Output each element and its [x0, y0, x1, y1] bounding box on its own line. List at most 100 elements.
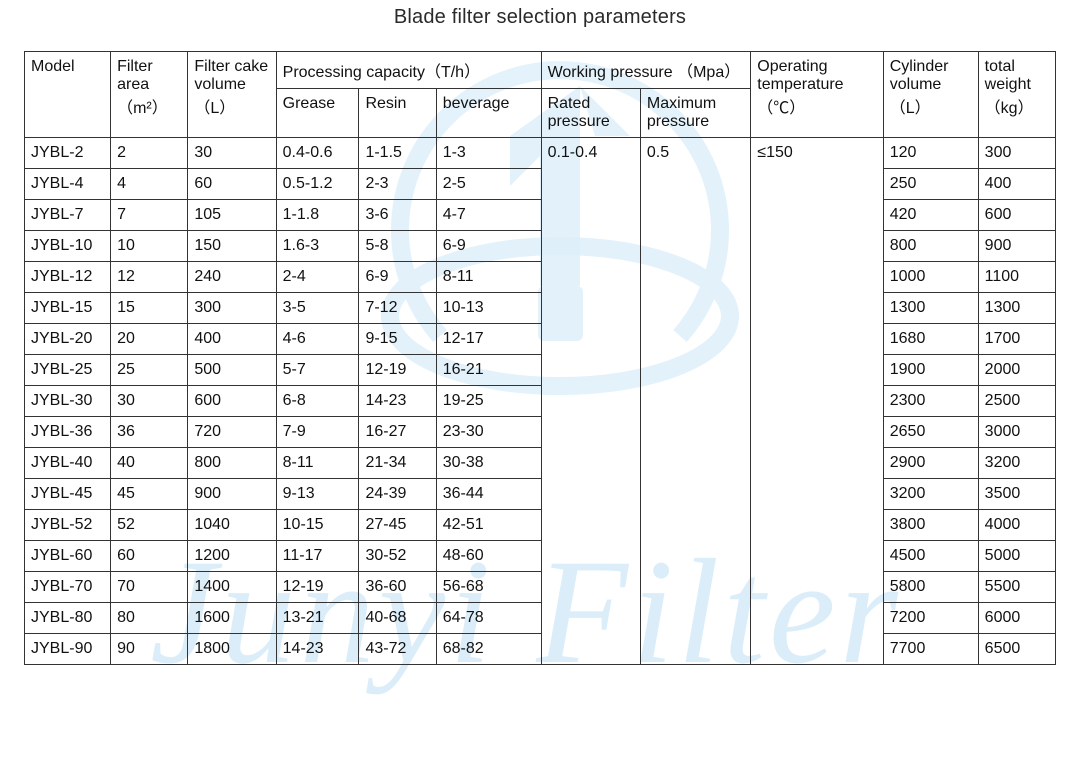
cell-resin: 40-68 — [359, 603, 436, 634]
cell-cylinder: 2300 — [883, 386, 978, 417]
cell-resin: 7-12 — [359, 293, 436, 324]
table-row: JYBL-6060120011-1730-5248-6045005000 — [25, 541, 1056, 572]
cell-resin: 43-72 — [359, 634, 436, 665]
cell-grease: 0.4-0.6 — [276, 138, 359, 169]
cell-model: JYBL-80 — [25, 603, 111, 634]
cell-weight: 2000 — [978, 355, 1055, 386]
cell-cake: 600 — [188, 386, 276, 417]
cell-grease: 6-8 — [276, 386, 359, 417]
cell-temperature: ≤150 — [751, 138, 883, 665]
cell-area: 30 — [111, 386, 188, 417]
col-wt: total weight （kg） — [978, 52, 1055, 138]
cell-beverage: 23-30 — [436, 417, 541, 448]
cell-cylinder: 1900 — [883, 355, 978, 386]
cell-weight: 6500 — [978, 634, 1055, 665]
cell-beverage: 42-51 — [436, 510, 541, 541]
table-row: JYBL-7070140012-1936-6056-6858005500 — [25, 572, 1056, 603]
cell-cylinder: 4500 — [883, 541, 978, 572]
cell-area: 40 — [111, 448, 188, 479]
cell-area: 80 — [111, 603, 188, 634]
cell-area: 70 — [111, 572, 188, 603]
col-bev: beverage — [436, 89, 541, 138]
cell-cylinder: 120 — [883, 138, 978, 169]
cell-resin: 2-3 — [359, 169, 436, 200]
cell-area: 60 — [111, 541, 188, 572]
cell-weight: 300 — [978, 138, 1055, 169]
cell-area: 45 — [111, 479, 188, 510]
cell-cake: 1200 — [188, 541, 276, 572]
cell-weight: 600 — [978, 200, 1055, 231]
col-max: Maximum pressure — [640, 89, 750, 138]
cell-weight: 3000 — [978, 417, 1055, 448]
cell-cake: 60 — [188, 169, 276, 200]
table-header-row-1: Model Filter area （m²） Filter cake volum… — [25, 52, 1056, 89]
cell-beverage: 6-9 — [436, 231, 541, 262]
cell-resin: 14-23 — [359, 386, 436, 417]
cell-resin: 3-6 — [359, 200, 436, 231]
cell-grease: 10-15 — [276, 510, 359, 541]
cell-weight: 400 — [978, 169, 1055, 200]
cell-beverage: 16-21 — [436, 355, 541, 386]
cell-beverage: 36-44 — [436, 479, 541, 510]
cell-cylinder: 800 — [883, 231, 978, 262]
col-resin: Resin — [359, 89, 436, 138]
cell-beverage: 30-38 — [436, 448, 541, 479]
cell-weight: 1100 — [978, 262, 1055, 293]
cell-area: 15 — [111, 293, 188, 324]
cell-beverage: 8-11 — [436, 262, 541, 293]
table-row: JYBL-20204004-69-1512-1716801700 — [25, 324, 1056, 355]
cell-beverage: 48-60 — [436, 541, 541, 572]
cell-weight: 6000 — [978, 603, 1055, 634]
cell-cake: 1400 — [188, 572, 276, 603]
cell-beverage: 56-68 — [436, 572, 541, 603]
cell-weight: 5000 — [978, 541, 1055, 572]
cell-area: 7 — [111, 200, 188, 231]
cell-cake: 240 — [188, 262, 276, 293]
cell-cylinder: 5800 — [883, 572, 978, 603]
cell-model: JYBL-45 — [25, 479, 111, 510]
cell-cylinder: 250 — [883, 169, 978, 200]
cell-cylinder: 3200 — [883, 479, 978, 510]
cell-model: JYBL-90 — [25, 634, 111, 665]
cell-grease: 0.5-1.2 — [276, 169, 359, 200]
cell-resin: 6-9 — [359, 262, 436, 293]
table-row: JYBL-12122402-46-98-1110001100 — [25, 262, 1056, 293]
cell-cake: 500 — [188, 355, 276, 386]
cell-cylinder: 420 — [883, 200, 978, 231]
col-rated: Rated pressure — [541, 89, 640, 138]
table-row: JYBL-40408008-1121-3430-3829003200 — [25, 448, 1056, 479]
cell-max-pressure: 0.5 — [640, 138, 750, 665]
cell-grease: 7-9 — [276, 417, 359, 448]
cell-weight: 3500 — [978, 479, 1055, 510]
cell-cylinder: 1680 — [883, 324, 978, 355]
cell-grease: 1.6-3 — [276, 231, 359, 262]
table-row: JYBL-771051-1.83-64-7420600 — [25, 200, 1056, 231]
table-row: JYBL-44600.5-1.22-32-5250400 — [25, 169, 1056, 200]
table-row: JYBL-45459009-1324-3936-4432003500 — [25, 479, 1056, 510]
cell-grease: 4-6 — [276, 324, 359, 355]
cell-resin: 9-15 — [359, 324, 436, 355]
table-row: JYBL-10101501.6-35-86-9800900 — [25, 231, 1056, 262]
cell-cylinder: 3800 — [883, 510, 978, 541]
cell-resin: 21-34 — [359, 448, 436, 479]
cell-model: JYBL-10 — [25, 231, 111, 262]
cell-grease: 5-7 — [276, 355, 359, 386]
cell-cake: 1040 — [188, 510, 276, 541]
cell-model: JYBL-40 — [25, 448, 111, 479]
cell-cake: 900 — [188, 479, 276, 510]
cell-weight: 5500 — [978, 572, 1055, 603]
cell-area: 90 — [111, 634, 188, 665]
cell-grease: 13-21 — [276, 603, 359, 634]
cell-weight: 1300 — [978, 293, 1055, 324]
table-row: JYBL-22300.4-0.61-1.51-30.1-0.40.5≤15012… — [25, 138, 1056, 169]
cell-weight: 3200 — [978, 448, 1055, 479]
col-temp: Operating temperature （℃） — [751, 52, 883, 138]
cell-model: JYBL-36 — [25, 417, 111, 448]
cell-cake: 300 — [188, 293, 276, 324]
cell-beverage: 64-78 — [436, 603, 541, 634]
cell-model: JYBL-70 — [25, 572, 111, 603]
cell-model: JYBL-12 — [25, 262, 111, 293]
col-cake: Filter cake volume （L） — [188, 52, 276, 138]
cell-grease: 3-5 — [276, 293, 359, 324]
cell-model: JYBL-30 — [25, 386, 111, 417]
